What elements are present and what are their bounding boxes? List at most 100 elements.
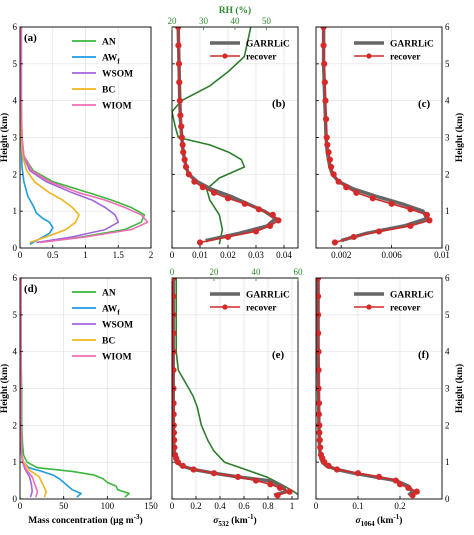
marker-e — [252, 477, 260, 484]
marker-f — [392, 477, 399, 484]
legend-e: GARRLiC recover — [210, 291, 290, 314]
panel-b: 0 0.01 0.02 0.03 0.04 20 30 40 50 RH (%) (b) GARRLi… — [168, 5, 299, 260]
series-group-b — [172, 27, 282, 246]
y-tick-label: 1 — [445, 457, 450, 467]
x-tick-label: 0 — [170, 250, 175, 260]
legend-c: GARRLiC recover — [354, 40, 434, 63]
marker-f — [316, 411, 323, 418]
y-tick-label: 0 — [445, 494, 450, 504]
x-tick-label: 0 — [170, 501, 175, 511]
y-tick-label: 4 — [13, 347, 18, 357]
y-axis-label: Height (km) — [0, 113, 10, 162]
y-tick-label: 5 — [445, 310, 450, 320]
marker-e — [172, 436, 178, 444]
panel-label-f: (f) — [418, 349, 429, 361]
legend-entry: AWf — [102, 54, 120, 66]
marker-f — [316, 429, 323, 436]
x-tick-label: 0.02 — [220, 250, 236, 260]
series-e-rh — [175, 278, 298, 496]
legend-entry: AN — [102, 38, 116, 48]
legend-entry: GARRLiC — [246, 40, 290, 50]
marker-e — [276, 484, 284, 492]
marker-b — [252, 228, 260, 235]
top-tick-label: 50 — [262, 16, 272, 26]
series-group-a — [20, 27, 149, 245]
legend-entry: BC — [102, 337, 115, 347]
y-tick-label: 3 — [445, 133, 450, 143]
marker-b — [199, 184, 206, 191]
top-axis-label: RH (%) — [219, 5, 251, 16]
marker-b — [255, 206, 262, 213]
y-tick-label: 2 — [13, 169, 18, 179]
marker-b — [175, 42, 182, 49]
x-tick-label: 0.2 — [394, 501, 405, 511]
x-tick-label: 0.03 — [248, 250, 264, 260]
y-tick-label: 3 — [13, 133, 18, 143]
marker-b — [178, 123, 185, 130]
legend-marker — [222, 53, 228, 59]
marker-c — [407, 206, 414, 213]
panel-label-a: (a) — [24, 32, 37, 44]
y-axis-label: Height (km) — [454, 113, 465, 162]
x-tick-label: 0.4 — [214, 501, 226, 511]
top-tick-label: 30 — [199, 16, 209, 26]
marker-e — [179, 462, 186, 469]
legend-a: AN AWf WSOM BC WIOM — [72, 38, 133, 112]
series-a-bc — [20, 27, 80, 244]
legend-entry: GARRLiC — [390, 291, 434, 301]
marker-c — [321, 60, 328, 67]
marker-f — [375, 473, 383, 480]
marker-c — [320, 27, 327, 31]
legend-entry: AWf — [102, 305, 120, 317]
y-tick-label: 0 — [13, 494, 18, 504]
legend-entry: GARRLiC — [390, 40, 434, 50]
marker-f — [354, 470, 362, 477]
marker-c — [423, 211, 430, 218]
marker-f — [317, 451, 325, 458]
y-tick-label: 1 — [13, 457, 18, 467]
marker-c — [343, 184, 350, 191]
x-tick-label: 0.01 — [434, 250, 450, 260]
marker-f — [317, 444, 324, 451]
y-tick-label: 5 — [445, 59, 450, 69]
series-a-wiom — [20, 27, 149, 244]
x-tick-label: 100 — [101, 501, 115, 511]
marker-e — [172, 451, 179, 458]
marker-b — [178, 134, 185, 141]
x-tick-label: 0.6 — [238, 501, 250, 511]
marker-c — [353, 189, 360, 196]
legend-entry: WIOM — [102, 353, 132, 363]
x-tick-label: 0.8 — [262, 501, 274, 511]
y-axis-label: Height (km) — [454, 364, 465, 413]
y-tick-label: 0 — [13, 243, 18, 253]
grid-b — [171, 26, 298, 249]
marker-c — [323, 134, 330, 141]
marker-b — [185, 171, 192, 178]
marker-c — [331, 239, 338, 246]
marker-b — [224, 233, 232, 241]
x-tick-label: 0.006 — [381, 250, 402, 260]
top-tick-label: 60 — [294, 267, 304, 277]
legend-entry: recover — [390, 304, 421, 314]
marker-c — [328, 163, 335, 171]
marker-b — [182, 163, 190, 171]
marker-b — [175, 60, 183, 67]
legend-b: GARRLiC recover — [210, 40, 290, 63]
legend-entry: GARRLiC — [246, 291, 290, 301]
marker-b — [181, 156, 188, 163]
marker-c — [326, 156, 333, 163]
y-tick-label: 5 — [13, 59, 18, 69]
y-tick-label: 2 — [445, 420, 450, 430]
marker-b — [196, 239, 204, 246]
top-tick-label: 0 — [170, 267, 175, 277]
marker-f — [316, 293, 322, 300]
x-tick-label: 1 — [290, 501, 295, 511]
marker-b — [224, 195, 232, 202]
x-tick-label: 2 — [149, 250, 154, 260]
marker-e — [172, 366, 177, 374]
marker-b — [175, 27, 182, 31]
y-tick-label: 6 — [445, 22, 450, 32]
marker-c — [322, 115, 330, 123]
marker-f — [405, 484, 412, 492]
